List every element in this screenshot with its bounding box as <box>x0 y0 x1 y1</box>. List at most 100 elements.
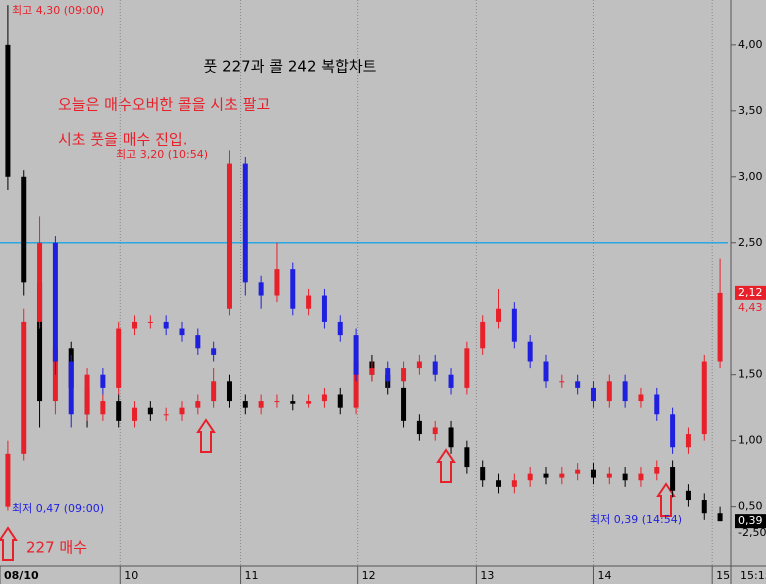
note: 시초 풋을 매수 진입. <box>58 131 187 149</box>
candle-body <box>306 401 312 404</box>
candle-body <box>84 374 90 415</box>
x-tick-label: 14 <box>597 569 611 582</box>
candle-body <box>163 321 169 329</box>
candle-body <box>195 335 201 349</box>
price-box <box>735 285 766 300</box>
candle-body <box>258 401 264 408</box>
candle-body <box>701 361 707 435</box>
candle-body <box>5 453 11 507</box>
candle-body <box>575 469 581 474</box>
candle-body <box>543 473 549 478</box>
candle-body <box>195 401 201 408</box>
candle-body <box>290 269 296 309</box>
candle-body <box>369 368 375 375</box>
price-label: 2,12 <box>738 286 763 299</box>
candle-body <box>511 480 517 487</box>
candle-body <box>432 361 438 375</box>
annotation: 최고 4,30 (09:00) <box>12 4 104 17</box>
candle-body <box>622 473 628 481</box>
candle-body <box>116 328 122 388</box>
candle-body <box>559 381 565 383</box>
candle-body <box>147 321 153 323</box>
candle-body <box>68 361 74 415</box>
candle-body <box>527 341 533 362</box>
candle-body <box>353 335 359 375</box>
x-tick-label: 10 <box>124 569 138 582</box>
x-tick-label: 11 <box>245 569 259 582</box>
annotation: 최고 3,20 (10:54) <box>116 148 208 161</box>
candle-body <box>147 407 153 415</box>
candle-body <box>211 348 217 355</box>
candle-body <box>638 473 644 481</box>
candle-body <box>670 414 676 448</box>
candle-body <box>416 420 422 435</box>
candle-body <box>448 374 454 388</box>
arrow <box>436 448 456 483</box>
candle-body <box>480 467 486 481</box>
candle-body <box>337 394 343 408</box>
annotation: -2,50 <box>738 526 766 539</box>
candle-body <box>590 469 596 478</box>
annotation: 227 매수 <box>26 539 87 557</box>
candle-body <box>432 427 438 435</box>
candle-body <box>242 401 248 408</box>
candle-body <box>52 242 58 362</box>
candle-body <box>226 381 232 402</box>
candle-body <box>622 381 628 402</box>
price-label: 0,39 <box>738 514 763 527</box>
arrow <box>196 418 216 453</box>
y-tick-label: 3,00 <box>738 170 763 183</box>
candle-body <box>211 381 217 402</box>
candle-body <box>321 295 327 322</box>
candle-body <box>100 374 106 388</box>
candle-body <box>163 414 169 416</box>
chart-title: 풋 227과 콜 242 복합차트 <box>204 58 377 76</box>
candle-body <box>701 500 707 514</box>
candle-body <box>21 321 27 454</box>
candle-body <box>527 473 533 481</box>
y-tick-label: 2,50 <box>738 236 763 249</box>
candle-body <box>717 513 723 522</box>
candle-body <box>116 401 122 421</box>
candle-body <box>385 368 391 382</box>
candle-body <box>337 321 343 336</box>
candle-body <box>242 163 248 283</box>
candle-body <box>654 467 660 474</box>
candle-body <box>654 394 660 415</box>
candle-body <box>685 434 691 448</box>
candle-body <box>290 401 296 404</box>
candle-body <box>321 394 327 402</box>
candle-body <box>448 427 454 448</box>
candle-body <box>179 328 185 336</box>
candle-body <box>5 44 11 177</box>
candle-body <box>511 308 517 342</box>
candle-body <box>606 473 612 478</box>
y-tick-label: 1,00 <box>738 434 763 447</box>
arrow <box>656 482 676 517</box>
candle-body <box>274 401 280 403</box>
y-tick-label: 0,50 <box>738 500 763 513</box>
candle-body <box>496 480 502 487</box>
candle-body <box>226 163 232 309</box>
price-box <box>735 514 766 529</box>
candle-body <box>496 308 502 322</box>
candle-body <box>559 473 565 478</box>
candle-body <box>274 269 280 296</box>
candle-body <box>590 387 596 402</box>
y-tick-label: 3,50 <box>738 104 763 117</box>
candle-body <box>416 361 422 369</box>
candle-body <box>21 176 27 283</box>
candle-body <box>100 401 106 415</box>
x-tick-label: 12 <box>362 569 376 582</box>
candle-body <box>464 348 470 388</box>
candle-body <box>685 490 691 501</box>
x-tick-label: 15 <box>716 569 730 582</box>
candle-body <box>401 368 407 382</box>
x-tick-label: 13 <box>480 569 494 582</box>
arrow <box>0 526 18 561</box>
candle-body <box>132 407 138 421</box>
candle-body <box>575 381 581 388</box>
candle-body <box>480 321 486 349</box>
